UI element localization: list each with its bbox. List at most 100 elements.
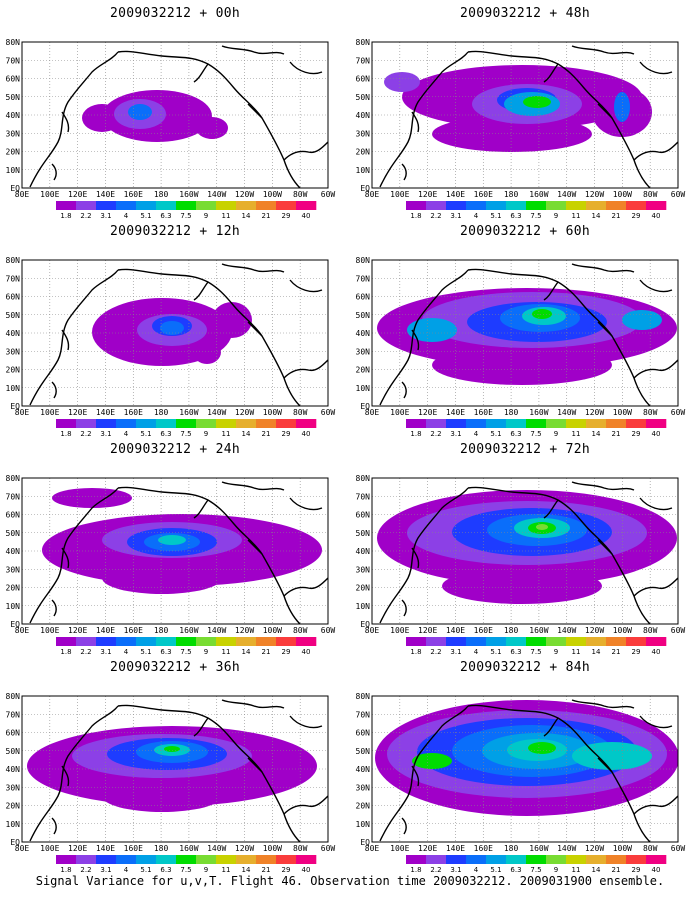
colorbar-swatch xyxy=(506,201,527,210)
colorbar-swatch xyxy=(566,855,587,864)
variance-contour xyxy=(442,568,602,604)
colorbar-label: 1.8 xyxy=(60,212,71,220)
colorbar-label: 11 xyxy=(572,866,581,874)
colorbar-swatch xyxy=(586,637,607,646)
colorbar-label: 3.1 xyxy=(450,430,461,438)
lat-tick-label: 10N xyxy=(356,384,371,393)
colorbar-swatch xyxy=(486,419,507,428)
colorbar-label: 11 xyxy=(572,648,581,656)
colorbar-swatch xyxy=(446,855,467,864)
coastline xyxy=(193,499,209,519)
lon-tick-label: 80E xyxy=(365,844,380,853)
colorbar-label: 14 xyxy=(592,212,601,220)
coastline xyxy=(401,599,407,617)
lon-tick-label: 80E xyxy=(365,408,380,417)
lon-tick-label: 80W xyxy=(293,844,308,853)
colorbar-swatch xyxy=(626,637,647,646)
colorbar-label: 21 xyxy=(612,430,621,438)
colorbar-label: 2.2 xyxy=(430,648,441,656)
lat-tick-label: 80N xyxy=(356,256,371,265)
colorbar-swatch xyxy=(256,855,277,864)
lon-tick-label: 120W xyxy=(585,190,604,199)
lon-tick-label: 60W xyxy=(321,408,336,417)
colorbar-label: 29 xyxy=(282,430,291,438)
coastline xyxy=(283,577,328,597)
variance-contour xyxy=(622,310,662,330)
colorbar-swatch xyxy=(406,201,427,210)
lat-tick-label: EQ xyxy=(360,620,370,629)
lon-tick-label: 120E xyxy=(68,190,87,199)
colorbar-label: 5.1 xyxy=(140,212,151,220)
colorbar-swatch xyxy=(546,419,567,428)
colorbar-swatch xyxy=(566,637,587,646)
lon-tick-label: 80W xyxy=(293,626,308,635)
lat-tick-label: 60N xyxy=(356,511,371,520)
colorbar-swatch xyxy=(606,855,627,864)
colorbar-swatch xyxy=(76,419,97,428)
colorbar-swatch xyxy=(586,419,607,428)
coastlines xyxy=(29,263,328,406)
lon-tick-label: 140W xyxy=(207,626,226,635)
lat-tick-label: 60N xyxy=(356,293,371,302)
colorbar-swatch xyxy=(116,637,137,646)
lat-tick-label: 30N xyxy=(356,783,371,792)
lon-tick-label: 120E xyxy=(418,626,437,635)
map-border xyxy=(21,259,329,407)
colorbar: 1.8 2.2 3.1 4 5.1 6.3 7.5 9 11 14 21 29 40 xyxy=(56,201,317,220)
colorbar-swatch xyxy=(606,201,627,210)
variance-contour xyxy=(384,72,420,92)
variance-contour xyxy=(128,104,152,120)
lat-tick-label: 80N xyxy=(6,256,21,265)
colorbar-swatch xyxy=(566,419,587,428)
lat-tick-label: 50N xyxy=(6,747,21,756)
lon-tick-label: 80W xyxy=(643,408,658,417)
lon-tick-label: 140E xyxy=(96,408,115,417)
lat-tick-label: 10N xyxy=(6,820,21,829)
colorbar-swatch xyxy=(626,419,647,428)
lat-tick-label: 70N xyxy=(6,274,21,283)
colorbar-swatch xyxy=(446,201,467,210)
coastline xyxy=(571,699,635,709)
colorbar-label: 7.5 xyxy=(530,648,541,656)
lon-tick-label: 160E xyxy=(474,844,493,853)
lon-tick-label: 180 xyxy=(504,844,519,853)
coastlines xyxy=(379,45,678,188)
lat-tick-label: 60N xyxy=(6,293,21,302)
colorbar-label: 29 xyxy=(632,430,641,438)
colorbar-swatch xyxy=(426,201,447,210)
colorbar-swatch xyxy=(506,419,527,428)
lon-tick-label: 160E xyxy=(474,408,493,417)
panel-title: 2009032212 + 24h xyxy=(109,442,241,457)
lon-tick-label: 140E xyxy=(96,844,115,853)
colorbar-label: 2.2 xyxy=(80,648,91,656)
colorbar: 1.8 2.2 3.1 4 5.1 6.3 7.5 9 11 14 21 29 40 xyxy=(406,419,667,438)
colorbar-label: 3.1 xyxy=(450,866,461,874)
colorbar-swatch xyxy=(76,637,97,646)
lon-tick-label: 100E xyxy=(40,626,59,635)
lon-tick-label: 140E xyxy=(446,844,465,853)
panel-title: 2009032212 + 00h xyxy=(109,6,241,21)
colorbar-label: 5.1 xyxy=(490,212,501,220)
lat-tick-label: 30N xyxy=(6,565,21,574)
colorbar-swatch xyxy=(256,637,277,646)
colorbar-label: 2.2 xyxy=(80,866,91,874)
coastline xyxy=(597,539,613,555)
lon-tick-label: 120W xyxy=(585,844,604,853)
lon-tick-label: 140W xyxy=(207,844,226,853)
colorbar-swatch xyxy=(486,201,507,210)
colorbar-label: 1.8 xyxy=(60,648,71,656)
lon-tick-label: 140E xyxy=(446,626,465,635)
lon-tick-label: 100E xyxy=(40,408,59,417)
colorbar-label: 4 xyxy=(124,648,129,656)
map-panel-72h: 2009032212 + 72h 80N 70N 60N 50N 40N 30N 20N 10… xyxy=(350,436,700,658)
colorbar-swatch xyxy=(426,637,447,646)
lon-tick-label: 60W xyxy=(321,844,336,853)
coastlines xyxy=(29,699,328,842)
lon-tick-label: 120W xyxy=(585,408,604,417)
coastline xyxy=(571,263,635,273)
coastline xyxy=(597,103,613,119)
colorbar-label: 40 xyxy=(652,430,661,438)
